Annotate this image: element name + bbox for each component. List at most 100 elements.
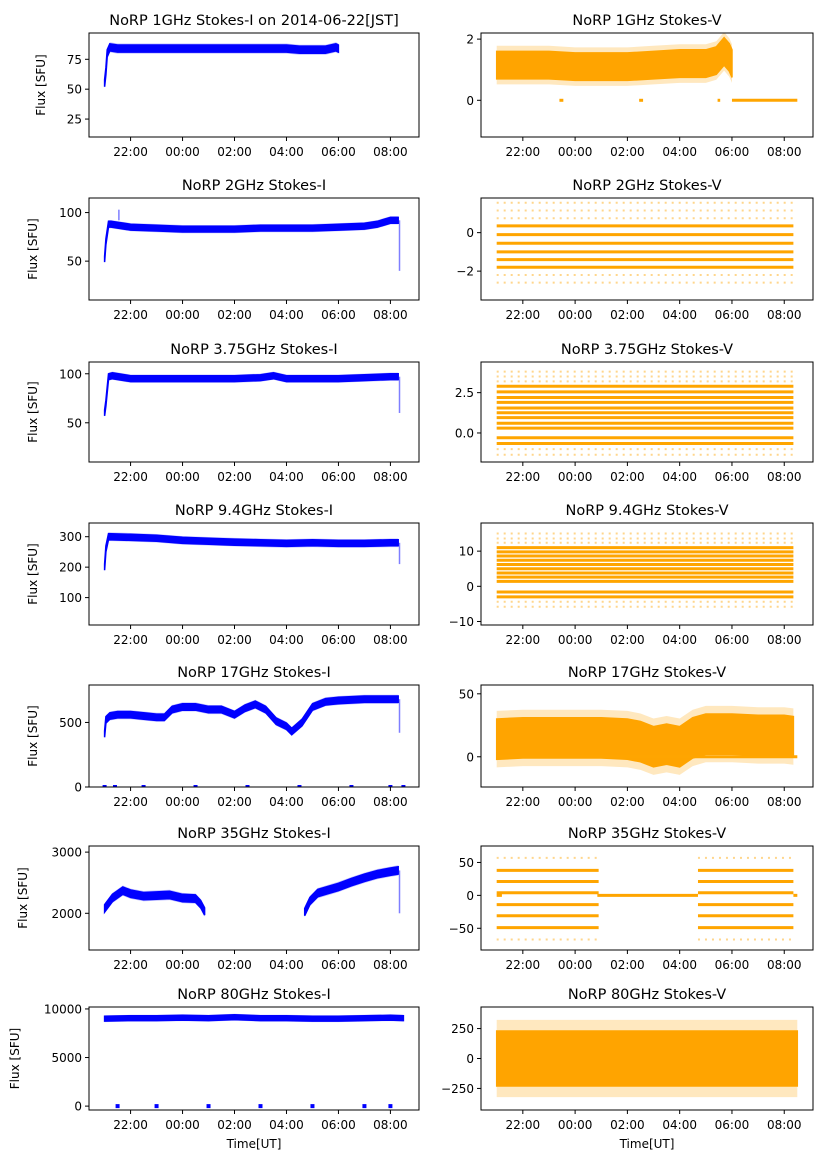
x-tick-label: 02:00: [217, 308, 252, 322]
x-tick-label: 06:00: [715, 145, 750, 159]
y-tick-label: 2.5: [455, 386, 474, 400]
plot-area: [496, 856, 798, 941]
panel-1ghz-i: 22:00 00:00 02:00 04:00 06:00 08:00 25 50 75 NoRP…: [34, 13, 420, 159]
data-band: [103, 216, 399, 263]
panel-17ghz-i: 22:00 00:00 02:00 04:00 06:00 08:00 0 500 NoRP 1…: [26, 665, 420, 809]
data-band: [103, 532, 399, 571]
panel-9_4ghz-v: 22:00 00:00 02:00 04:00 06:00 08:00 −10 0 10 NoRP…: [449, 503, 814, 647]
plot-area: [495, 33, 798, 102]
data-dropout-point: [206, 1104, 211, 1109]
x-tick-label: 06:00: [321, 795, 356, 809]
y-tick-label: 0: [74, 781, 82, 795]
x-tick-label: 06:00: [715, 795, 750, 809]
y-tick-label: 2000: [51, 907, 82, 921]
x-tick-label: 02:00: [610, 958, 645, 972]
plot-area: [103, 209, 401, 271]
data-halo: [104, 371, 399, 418]
data-band: [303, 865, 399, 917]
panel-title: NoRP 3.75GHz Stokes-V: [561, 342, 733, 358]
data-dropout-point: [141, 785, 146, 787]
plot-area: [103, 42, 340, 89]
data-band: [103, 42, 340, 87]
y-tick-label: 250: [451, 1022, 474, 1036]
data-dropout-point: [388, 785, 393, 787]
y-axis-label: Flux [SFU]: [8, 1028, 22, 1089]
x-tick-label: 04:00: [269, 958, 304, 972]
x-tick-label: 04:00: [662, 795, 697, 809]
panel-title: NoRP 17GHz Stokes-V: [568, 665, 726, 681]
panel-title: NoRP 80GHz Stokes-I: [177, 987, 331, 1003]
data-dropout-point: [310, 1104, 315, 1109]
axes-frame: [88, 845, 420, 951]
data-dropout-point: [112, 785, 117, 787]
data-band: [495, 36, 733, 82]
x-tick-label: 02:00: [610, 795, 645, 809]
data-dropout-point: [349, 785, 354, 787]
x-tick-label: 22:00: [506, 958, 541, 972]
x-tick-label: 08:00: [373, 958, 408, 972]
x-tick-label: 22:00: [113, 145, 148, 159]
y-axis-label: Flux [SFU]: [26, 705, 40, 766]
data-halo: [104, 216, 399, 264]
x-tick-label: 08:00: [767, 795, 802, 809]
x-tick-label: 06:00: [321, 470, 356, 484]
x-tick-label: 00:00: [558, 308, 593, 322]
x-tick-label: 00:00: [165, 958, 200, 972]
x-tick-label: 04:00: [662, 470, 697, 484]
y-tick-label: 0: [466, 889, 474, 903]
y-tick-label: 0: [466, 580, 474, 594]
plot-area: [496, 370, 794, 456]
x-tick-label: 08:00: [767, 958, 802, 972]
x-tick-label: 06:00: [321, 1118, 356, 1132]
data-dropout-point: [193, 785, 198, 787]
x-tick-label: 22:00: [113, 470, 148, 484]
axes-frame: [480, 32, 814, 138]
y-tick-label: 0.0: [455, 426, 474, 440]
panel-2ghz-v: 22:00 00:00 02:00 04:00 06:00 08:00 0 −2 NoRP 2G…: [456, 178, 814, 322]
y-tick-label: 100: [59, 206, 82, 220]
data-dropout-point: [388, 1104, 393, 1109]
y-tick-label: 50: [67, 255, 82, 269]
y-axis-label: Flux [SFU]: [26, 218, 40, 279]
x-tick-label: 06:00: [715, 308, 750, 322]
x-tick-label: 00:00: [165, 470, 200, 484]
y-axis-label: Flux [SFU]: [34, 54, 48, 115]
x-tick-label: 22:00: [506, 145, 541, 159]
panel-title: NoRP 9.4GHz Stokes-I: [175, 503, 333, 519]
x-tick-label: 22:00: [506, 308, 541, 322]
x-tick-label: 06:00: [715, 470, 750, 484]
x-tick-label: 22:00: [113, 958, 148, 972]
x-tick-label: 00:00: [165, 795, 200, 809]
x-tick-label: 08:00: [373, 795, 408, 809]
x-tick-label: 02:00: [217, 795, 252, 809]
y-tick-label: 300: [59, 530, 82, 544]
x-tick-label: 22:00: [113, 795, 148, 809]
y-tick-label: 50: [459, 687, 474, 701]
y-axis-label: Flux [SFU]: [26, 543, 40, 604]
panel-title: NoRP 2GHz Stokes-V: [572, 178, 721, 194]
x-tick-label: 06:00: [715, 958, 750, 972]
x-axis-label: Time[UT]: [619, 1137, 675, 1151]
panel-title: NoRP 1GHz Stokes-V: [572, 13, 721, 29]
data-dropout-point: [115, 1104, 120, 1109]
panel-17ghz-v: 22:00 00:00 02:00 04:00 06:00 08:00 0 50 NoRP 17…: [459, 665, 814, 809]
axes-frame: [88, 361, 420, 463]
x-tick-label: 02:00: [217, 958, 252, 972]
y-tick-label: 2: [466, 33, 474, 47]
x-tick-label: 04:00: [662, 958, 697, 972]
panel-3_75ghz-v: 22:00 00:00 02:00 04:00 06:00 08:00 0.0 2.5 NoRP…: [455, 342, 814, 484]
x-tick-label: 08:00: [373, 145, 408, 159]
panel-title: NoRP 9.4GHz Stokes-V: [566, 503, 729, 519]
plot-area: [103, 865, 401, 918]
data-halo: [104, 694, 399, 739]
data-halo: [496, 33, 732, 86]
panel-80ghz-v: 22:00 00:00 02:00 04:00 06:00 08:00 −250 0 250 No…: [441, 987, 814, 1151]
data-dropout-point: [362, 1104, 367, 1109]
data-dropout-point: [154, 1104, 159, 1109]
axes-frame: [88, 32, 420, 138]
data-halo: [304, 865, 399, 918]
y-tick-label: 10000: [44, 1002, 82, 1016]
y-axis-label: Flux [SFU]: [26, 381, 40, 442]
y-tick-label: 50: [67, 416, 82, 430]
x-tick-label: 00:00: [558, 795, 593, 809]
